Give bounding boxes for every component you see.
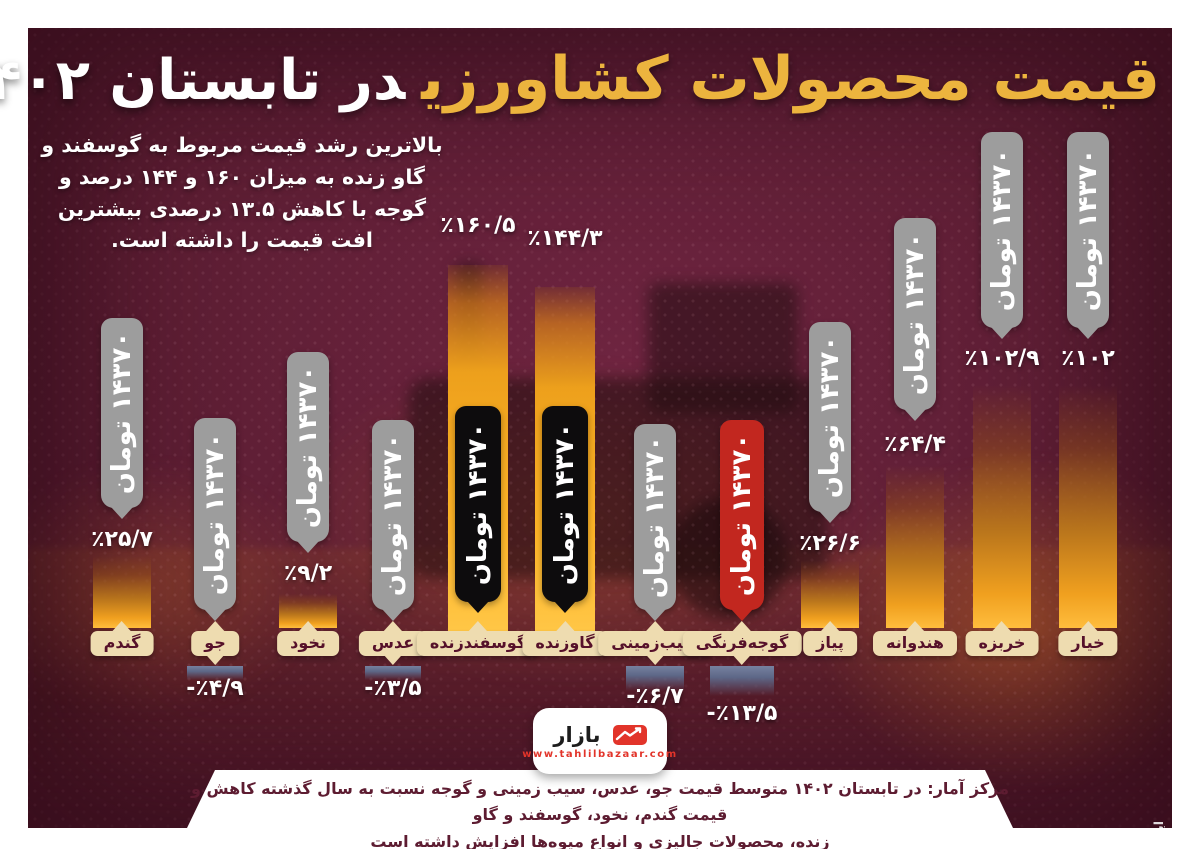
price-pin: ۱۴۳۷۰ تومان: [455, 406, 501, 602]
bar-positive: [1059, 385, 1117, 628]
chart-column: ۱۴۳۷۰ تومان ٪۹/۲ نخود: [263, 0, 353, 849]
price-pin: ۱۴۳۷۰ تومان: [634, 424, 676, 610]
price-pin: ۱۴۳۷۰ تومان: [1067, 132, 1109, 328]
price-pin: ۱۴۳۷۰ تومان: [287, 352, 329, 542]
price-label: ۱۴۳۷۰ تومان: [107, 331, 137, 495]
footer-source-note: مرکز آمار: در تابستان ۱۴۰۲ متوسط قیمت جو…: [185, 776, 1015, 849]
category-label: گوجه‌فرنگی: [682, 631, 802, 656]
category-label: عدس: [358, 631, 428, 656]
logo-url: www.tahlilbazaar.com: [522, 748, 678, 760]
bar-negative: [365, 666, 421, 680]
percent-change: -٪۱۳/۵: [706, 701, 778, 726]
category-label: هندوانه: [872, 631, 958, 656]
price-pin: ۱۴۳۷۰ تومان: [194, 418, 236, 610]
percent-change: ٪۱۰۲: [1061, 346, 1115, 371]
category-label: نخود: [277, 631, 339, 656]
price-pin: ۱۴۳۷۰ تومان: [372, 420, 414, 610]
chart-column: ۱۴۳۷۰ تومان ٪۶۴/۴ هندوانه: [870, 0, 960, 849]
price-label: ۱۴۳۷۰ تومان: [987, 148, 1017, 312]
percent-change: -٪۶/۷: [626, 684, 684, 709]
percent-change: ٪۲۵/۷: [91, 527, 153, 552]
bar-negative: [626, 666, 684, 691]
chart-column: ۱۴۳۷۰ تومان ٪۱۰۲ خیار: [1043, 0, 1133, 849]
bar-positive: [973, 385, 1031, 628]
category-label: جو: [191, 631, 239, 656]
footer-band: [187, 770, 1013, 828]
bar-negative: [187, 666, 243, 680]
price-label: ۱۴۳۷۰ تومان: [200, 432, 230, 596]
chart-column: ۱۴۳۷۰ تومان -٪۱۳/۵ گوجه‌فرنگی: [682, 0, 802, 849]
price-pin: ۱۴۳۷۰ تومان: [809, 322, 851, 512]
price-label: ۱۴۳۷۰ تومان: [463, 422, 493, 586]
price-label: ۱۴۳۷۰ تومان: [727, 433, 757, 597]
chart-column: ۱۴۳۷۰ تومان ٪۱۶۰/۵ گوسفندزنده: [416, 0, 540, 849]
tahlilbazaar-logo: بازار www.tahlilbazaar.com: [522, 708, 676, 774]
price-pin: ۱۴۳۷۰ تومان: [101, 318, 143, 508]
logo-brand-text: بازار: [553, 722, 601, 747]
percent-change: ٪۶۴/۴: [884, 432, 946, 457]
price-pin: ۱۴۳۷۰ تومان: [720, 420, 764, 610]
percent-change: ٪۹/۲: [283, 561, 333, 586]
percent-change: ٪۱۴۴/۳: [527, 226, 603, 251]
chart-column: ۱۴۳۷۰ تومان -٪۳/۵ عدس: [348, 0, 438, 849]
category-label: خیار: [1058, 631, 1118, 656]
category-label: پیاز: [803, 631, 857, 656]
intro-paragraph: بالاترین رشد قیمت مربوط به گوسفند و گاو …: [41, 133, 443, 253]
price-label: ۱۴۳۷۰ تومان: [293, 365, 323, 529]
price-pin: ۱۴۳۷۰ تومان: [542, 406, 588, 602]
footer-bottom-strip: [0, 828, 1200, 849]
chart-column: ۱۴۳۷۰ تومان -٪۴/۹ جو: [170, 0, 260, 849]
footer-line-1: مرکز آمار: در تابستان ۱۴۰۲ متوسط قیمت جو…: [190, 779, 1009, 825]
bar-negative: [710, 666, 774, 696]
price-label: ۱۴۳۷۰ تومان: [378, 433, 408, 597]
chart-column: ۱۴۳۷۰ تومان ٪۱۰۲/۹ خربزه: [957, 0, 1047, 849]
percent-change: -٪۴/۹: [186, 676, 244, 701]
percent-change: ٪۱۰۲/۹: [964, 346, 1040, 371]
percent-change: ٪۱۶۰/۵: [440, 213, 516, 238]
bar-positive: [801, 560, 859, 628]
chart-column: ۱۴۳۷۰ تومان ٪۲۵/۷ گندم: [77, 0, 167, 849]
title-main: قیمت محصولات کشاورزی: [421, 44, 1161, 114]
price-pin: ۱۴۳۷۰ تومان: [981, 132, 1023, 328]
price-label: ۱۴۳۷۰ تومان: [815, 335, 845, 499]
price-label: ۱۴۳۷۰ تومان: [640, 435, 670, 599]
footer-line-2: زنده، محصولات جالیزی و انواع میوه‌ها افز…: [370, 831, 830, 849]
price-pin: ۱۴۳۷۰ تومان: [894, 218, 936, 410]
category-label: گوسفندزنده: [416, 631, 540, 656]
category-label: گاوزنده: [522, 631, 608, 656]
bar-positive: [886, 465, 944, 628]
category-label: گندم: [90, 631, 154, 656]
chart-arrow-icon: [612, 724, 647, 745]
price-label: ۱۴۳۷۰ تومان: [1073, 148, 1103, 312]
title-period: در تابستان ۱۴۰۲: [0, 48, 406, 113]
category-label: خربزه: [965, 631, 1039, 656]
chart-column: ۱۴۳۷۰ تومان ٪۲۶/۶ پیاز: [785, 0, 875, 849]
price-label: ۱۴۳۷۰ تومان: [550, 422, 580, 586]
bar-positive: [93, 556, 151, 628]
credit-vertical-text: اینفوگرافیک: علی کریمی: [1151, 821, 1166, 849]
page-title: قیمت محصولات کشاورزیدر تابستان ۱۴۰۲: [0, 44, 1161, 114]
percent-change: -٪۳/۵: [364, 676, 422, 701]
price-label: ۱۴۳۷۰ تومان: [900, 232, 930, 396]
